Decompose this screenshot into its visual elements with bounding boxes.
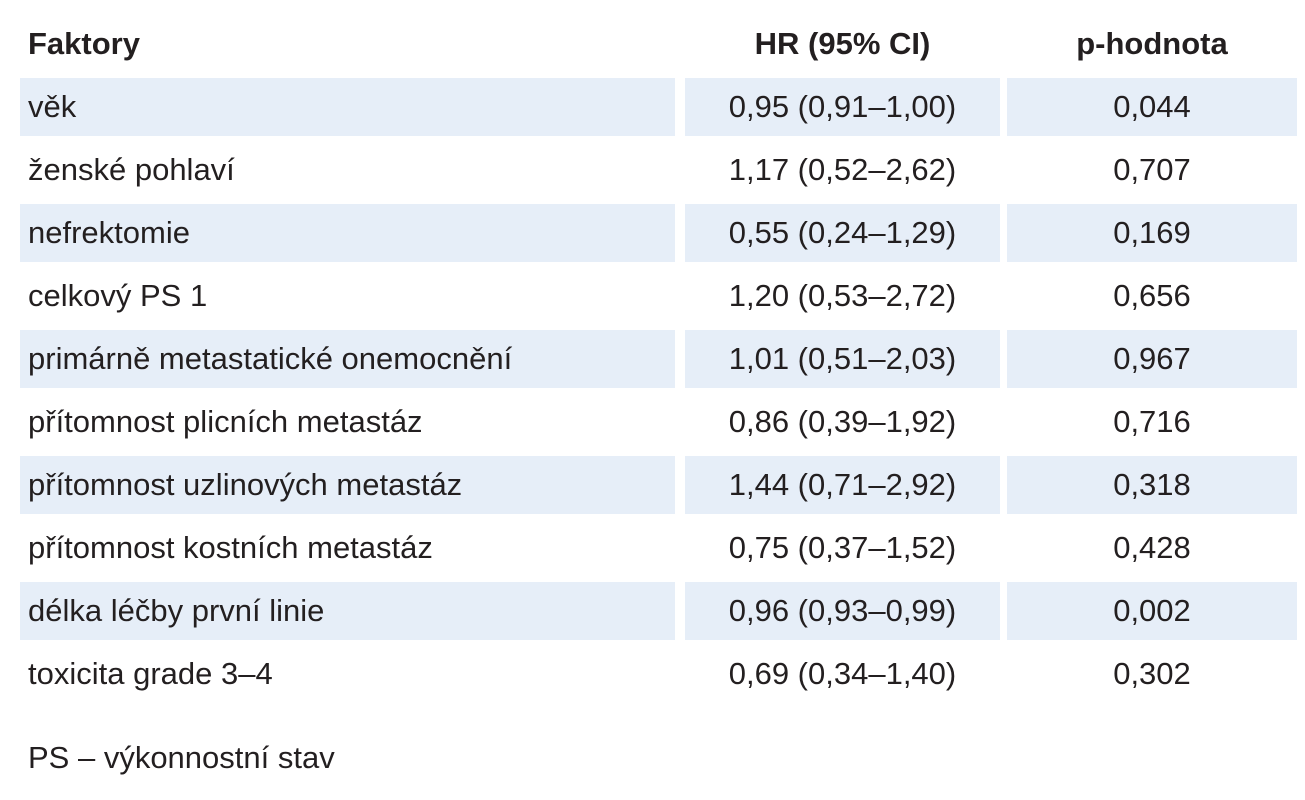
factor-cell: přítomnost plicních metastáz (28, 404, 423, 439)
p-value-cell: 0,302 (1113, 656, 1191, 691)
hr-cell: 1,20 (0,53–2,72) (728, 278, 957, 313)
hr-cell: 0,95 (0,91–1,00) (685, 78, 1000, 136)
table-row: ženské pohlaví 1,17 (0,52–2,62) 0,707 (20, 141, 1297, 199)
p-value-cell: 0,716 (1113, 404, 1191, 439)
table-row: věk 0,95 (0,91–1,00) 0,044 (20, 78, 1297, 136)
factor-cell: toxicita grade 3–4 (28, 656, 273, 691)
factor-cell: přítomnost kostních metastáz (28, 530, 433, 565)
table-footnote: PS – výkonnostní stav (28, 740, 335, 775)
table-row: toxicita grade 3–4 0,69 (0,34–1,40) 0,30… (20, 645, 1297, 703)
hr-cell: 0,75 (0,37–1,52) (728, 530, 957, 565)
factor-cell: přítomnost uzlinových metastáz (20, 456, 675, 514)
table-row: přítomnost kostních metastáz 0,75 (0,37–… (20, 519, 1297, 577)
p-value-cell: 0,656 (1113, 278, 1191, 313)
table-row: délka léčby první linie 0,96 (0,93–0,99)… (20, 582, 1297, 640)
p-value-cell: 0,044 (1007, 78, 1297, 136)
hr-cell: 1,01 (0,51–2,03) (685, 330, 1000, 388)
factor-cell: věk (20, 78, 675, 136)
p-value-cell: 0,707 (1113, 152, 1191, 187)
p-value-cell: 0,318 (1007, 456, 1297, 514)
header-hr: HR (95% CI) (754, 26, 931, 61)
p-value-cell: 0,002 (1007, 582, 1297, 640)
table-row: nefrektomie 0,55 (0,24–1,29) 0,169 (20, 204, 1297, 262)
factor-cell: primárně metastatické onemocnění (20, 330, 675, 388)
factor-cell: ženské pohlaví (28, 152, 235, 187)
hr-cell: 1,17 (0,52–2,62) (728, 152, 957, 187)
p-value-cell: 0,967 (1007, 330, 1297, 388)
hr-cell: 1,44 (0,71–2,92) (685, 456, 1000, 514)
table-header-row: Faktory HR (95% CI) p-hodnota (20, 14, 1297, 74)
hr-cell: 0,55 (0,24–1,29) (685, 204, 1000, 262)
header-p-value: p-hodnota (1076, 26, 1228, 61)
factor-cell: nefrektomie (20, 204, 675, 262)
table-row: celkový PS 1 1,20 (0,53–2,72) 0,656 (20, 267, 1297, 325)
hr-cell: 0,86 (0,39–1,92) (728, 404, 957, 439)
table-row: přítomnost uzlinových metastáz 1,44 (0,7… (20, 456, 1297, 514)
table-row: primárně metastatické onemocnění 1,01 (0… (20, 330, 1297, 388)
factor-cell: délka léčby první linie (20, 582, 675, 640)
hr-cell: 0,96 (0,93–0,99) (685, 582, 1000, 640)
hr-cell: 0,69 (0,34–1,40) (728, 656, 957, 691)
factor-cell: celkový PS 1 (28, 278, 208, 313)
results-table: Faktory HR (95% CI) p-hodnota věk 0,95 (… (20, 14, 1297, 708)
table-row: přítomnost plicních metastáz 0,86 (0,39–… (20, 393, 1297, 451)
p-value-cell: 0,428 (1113, 530, 1191, 565)
p-value-cell: 0,169 (1007, 204, 1297, 262)
header-factors: Faktory (28, 26, 140, 61)
